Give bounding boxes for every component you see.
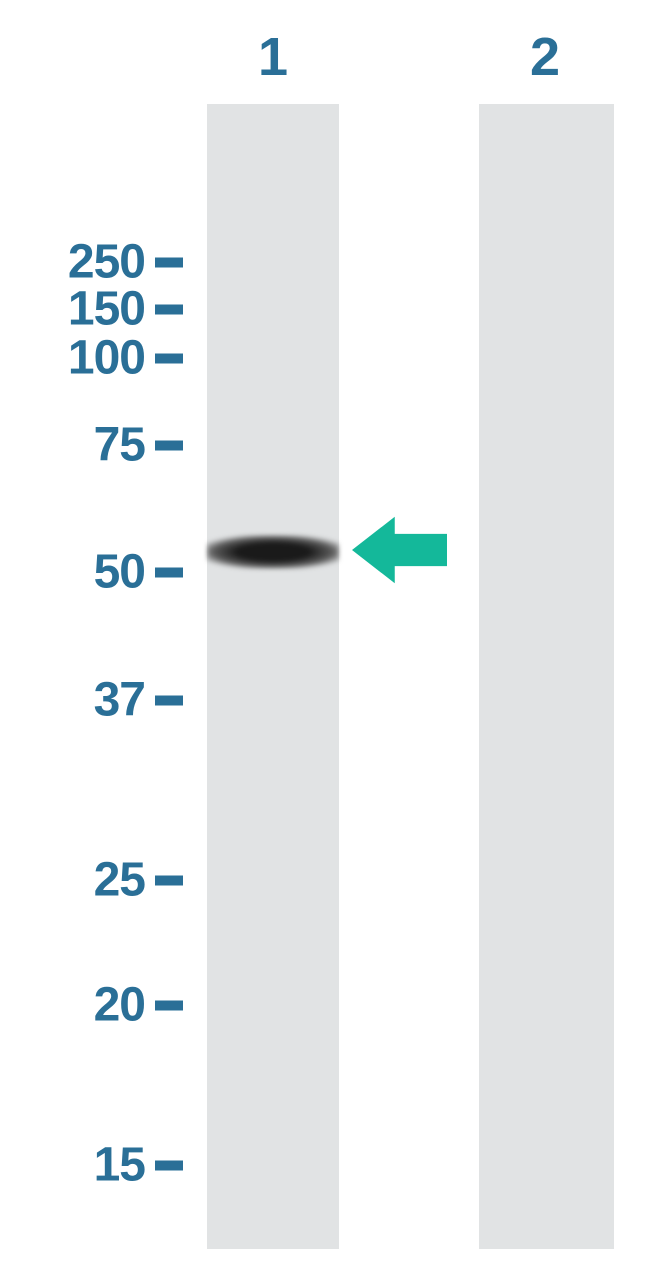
mw-marker-tick [155, 257, 183, 267]
mw-marker-150: 150 [25, 282, 183, 337]
mw-marker-50: 50 [25, 545, 183, 600]
mw-marker-label: 150 [25, 282, 145, 337]
mw-marker-tick [155, 695, 183, 705]
mw-marker-100: 100 [25, 331, 183, 386]
mw-marker-label: 20 [25, 978, 145, 1033]
mw-marker-25: 25 [25, 853, 183, 908]
mw-marker-label: 37 [25, 673, 145, 728]
mw-marker-label: 15 [25, 1138, 145, 1193]
mw-marker-15: 15 [25, 1138, 183, 1193]
lane-label-1: 1 [258, 26, 288, 88]
mw-marker-label: 50 [25, 545, 145, 600]
mw-marker-20: 20 [25, 978, 183, 1033]
blot-canvas: 12250150100755037252015 [0, 0, 650, 1270]
mw-marker-tick [155, 304, 183, 314]
lane-label-2: 2 [530, 26, 560, 88]
mw-marker-label: 75 [25, 418, 145, 473]
protein-band [207, 535, 339, 569]
mw-marker-tick [155, 567, 183, 577]
mw-marker-tick [155, 875, 183, 885]
mw-marker-tick [155, 1160, 183, 1170]
band-arrow-icon [352, 515, 447, 585]
mw-marker-tick [155, 440, 183, 450]
mw-marker-label: 25 [25, 853, 145, 908]
mw-marker-75: 75 [25, 418, 183, 473]
mw-marker-tick [155, 1000, 183, 1010]
lane-1 [207, 104, 339, 1249]
mw-marker-37: 37 [25, 673, 183, 728]
mw-marker-tick [155, 353, 183, 363]
mw-marker-label: 100 [25, 331, 145, 386]
lane-2 [479, 104, 614, 1249]
